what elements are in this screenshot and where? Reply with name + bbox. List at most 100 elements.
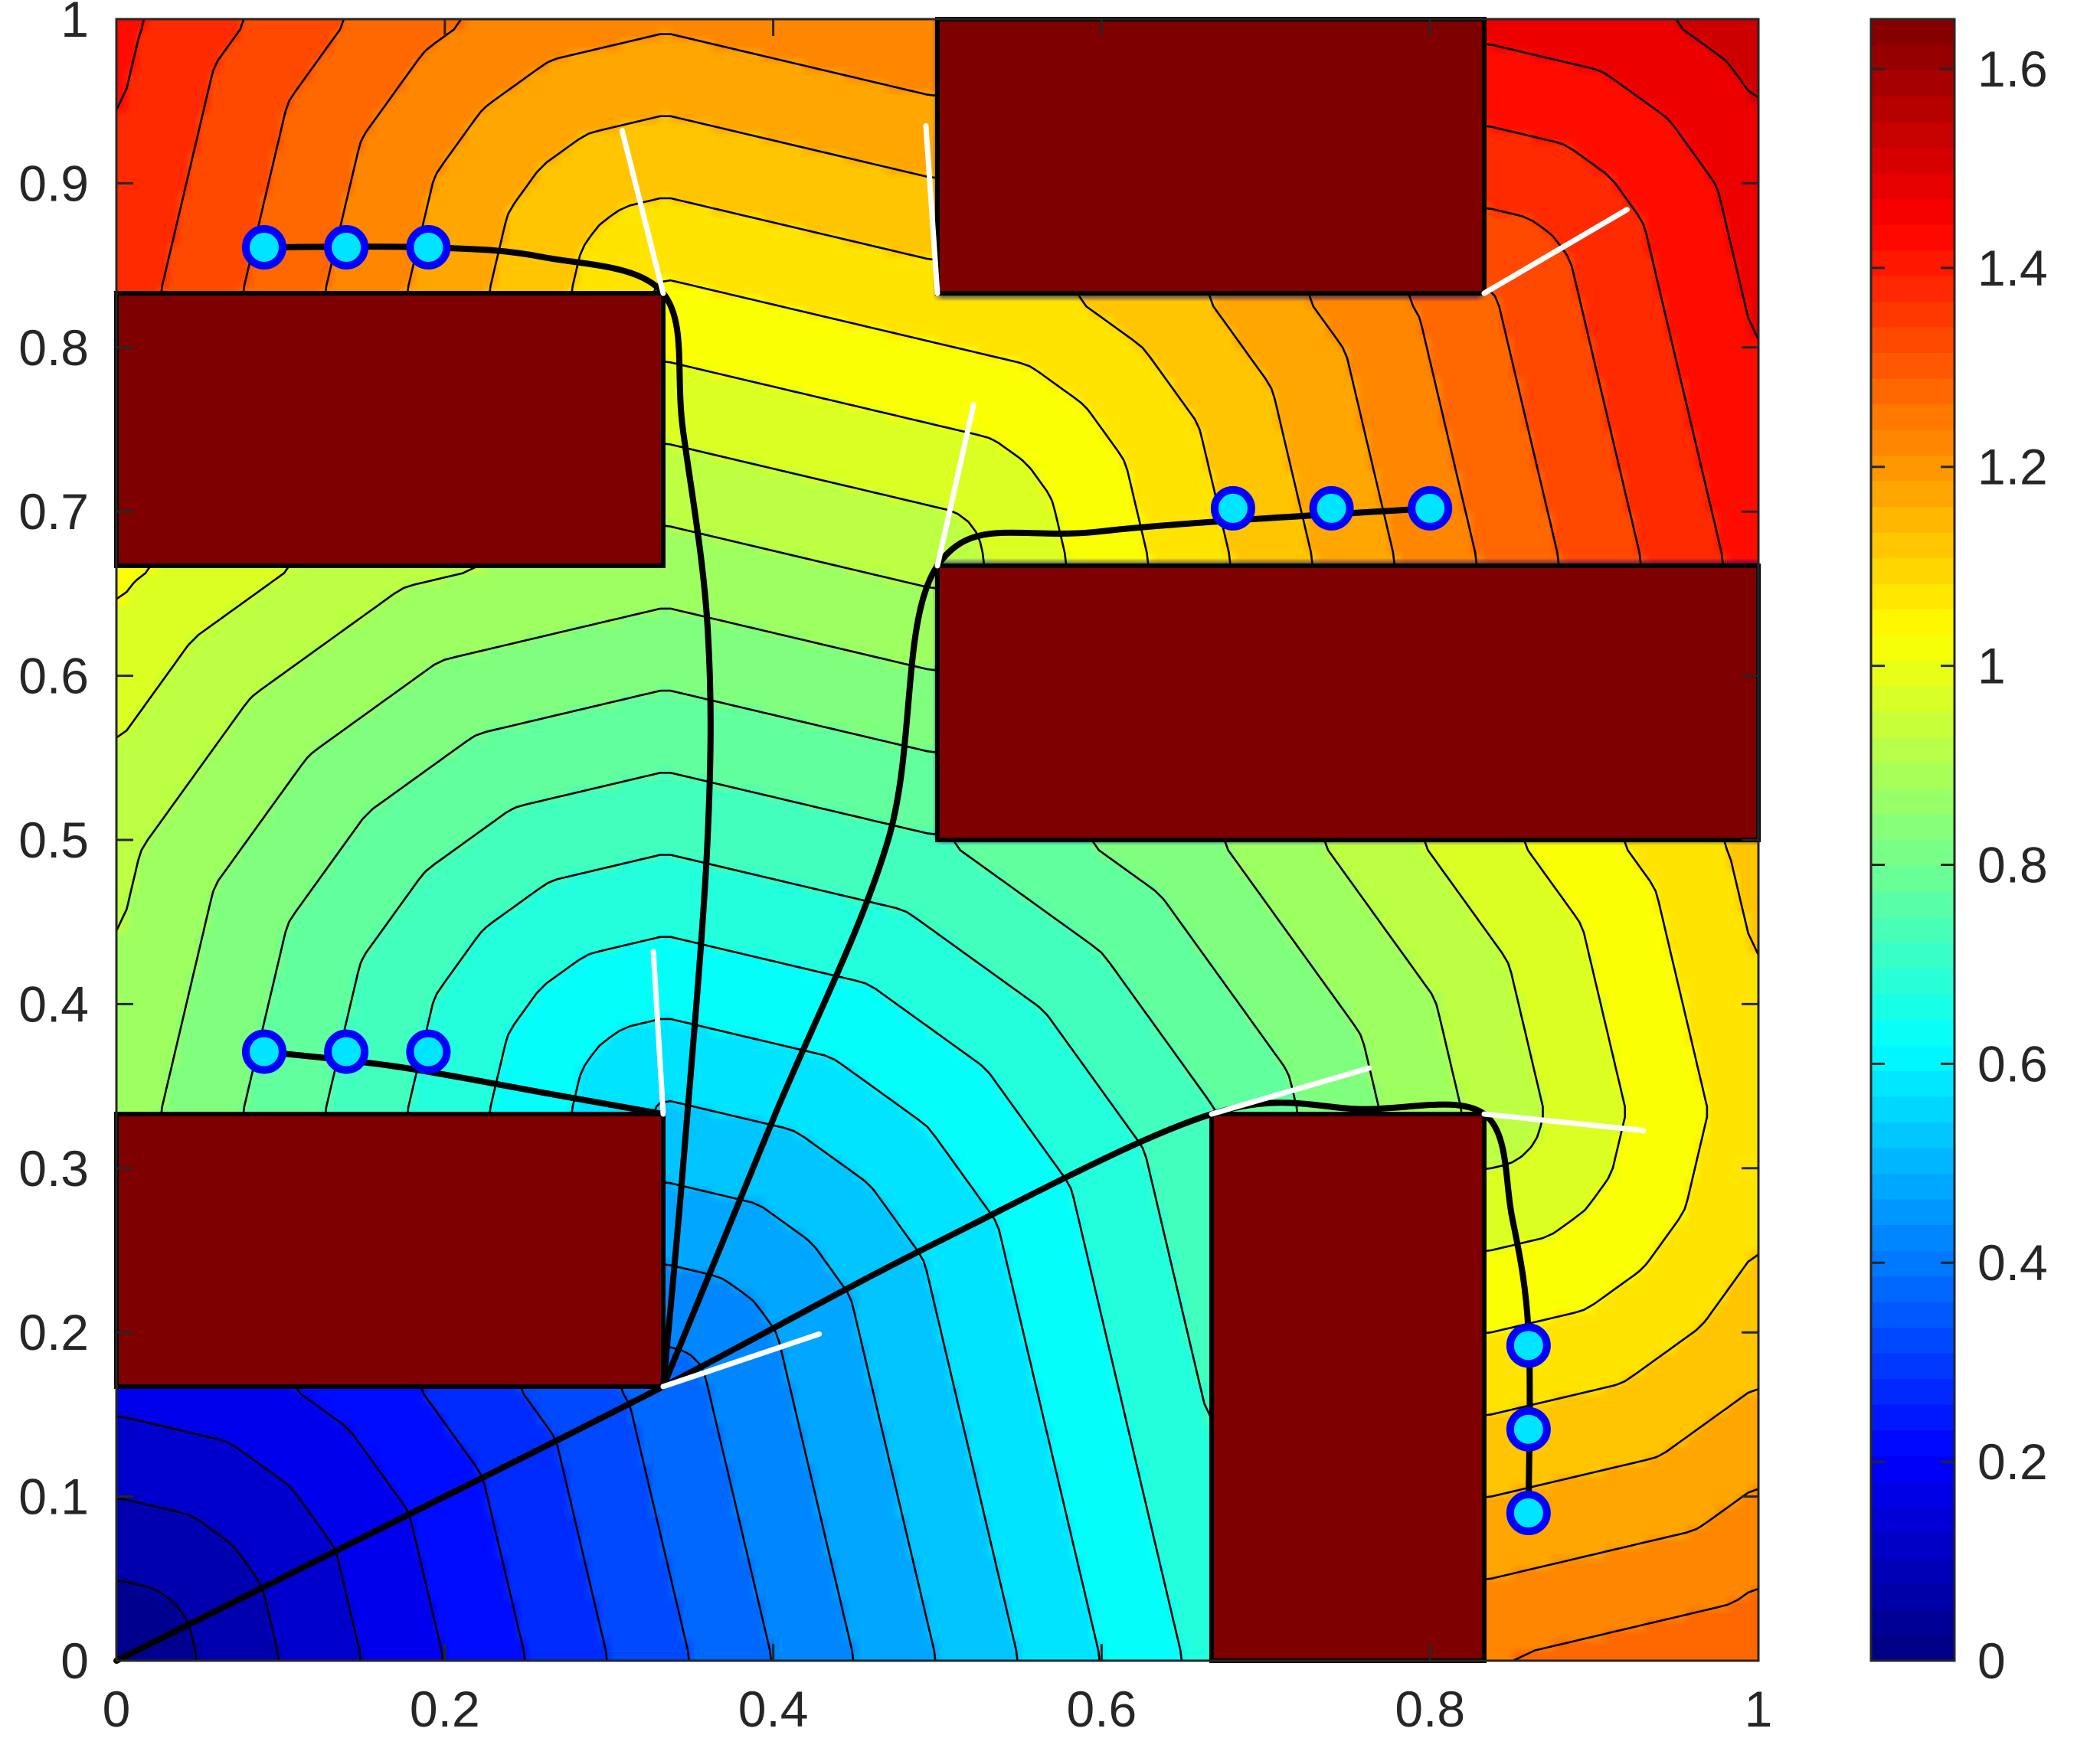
colorbar-band: [1871, 70, 1954, 97]
colorbar-band: [1871, 1070, 1954, 1097]
colorbar-band: [1871, 1096, 1954, 1123]
colorbar-band: [1871, 122, 1954, 149]
x-tick-label: 0.2: [410, 1681, 480, 1737]
white-segment: [1209, 1065, 1372, 1117]
colorbar-band: [1871, 327, 1954, 354]
colorbar-band: [1871, 276, 1954, 302]
x-tick-label: 1: [1745, 1681, 1773, 1737]
start-marker: [1506, 1491, 1551, 1536]
colorbar-band: [1871, 1481, 1954, 1508]
colorbar-band: [1871, 1583, 1954, 1610]
geodesic-path: [260, 1048, 666, 1118]
colorbar-band: [1871, 814, 1954, 841]
colorbar-band: [1871, 378, 1954, 405]
white-segment: [1481, 207, 1630, 296]
start-markers: [241, 225, 1551, 1536]
colorbar-band: [1871, 481, 1954, 508]
colorbar-band: [1871, 198, 1954, 225]
geodesic-paths: [113, 243, 1533, 1664]
colorbar-tick-label: 0.6: [1977, 1035, 2048, 1092]
contour-line: [116, 1498, 280, 1661]
colorbar-tick-label: 1.2: [1977, 439, 2048, 495]
colorbar-ticks: [1871, 67, 1954, 1662]
colorbar-band: [1871, 1609, 1954, 1636]
obstacles: [114, 17, 1761, 1663]
colorbar-band: [1871, 711, 1954, 738]
colorbar-band: [1871, 891, 1954, 918]
colorbar-tick-label: 1.4: [1977, 240, 2048, 296]
colorbar-band: [1871, 224, 1954, 251]
colorbar-band: [1871, 1507, 1954, 1534]
contour-line: [419, 1382, 526, 1661]
colorbar-band: [1871, 1635, 1954, 1661]
colorbar-tick-label: 0.8: [1977, 836, 2048, 893]
colorbar-band: [1871, 1045, 1954, 1072]
start-marker: [406, 225, 451, 270]
colorbar-band: [1871, 789, 1954, 815]
colorbar-tick-label: 0.2: [1977, 1433, 2048, 1490]
white-segment: [923, 123, 940, 296]
colorbar-band: [1871, 1327, 1954, 1354]
colorbar-band: [1871, 1378, 1954, 1405]
colorbar-band: [1871, 301, 1954, 328]
colorbar-band: [1871, 1148, 1954, 1175]
colorbar-band: [1871, 1302, 1954, 1328]
colorbar-band: [1871, 609, 1954, 635]
start-marker: [1506, 1323, 1551, 1368]
colorbar-band: [1871, 352, 1954, 379]
contour-line: [116, 19, 1724, 564]
colorbar-band: [1871, 44, 1954, 71]
colorbar-band: [1871, 532, 1954, 559]
colorbar-band: [1871, 1558, 1954, 1585]
colorbar-band: [1871, 1532, 1954, 1559]
start-marker: [324, 225, 369, 270]
white-segment: [650, 949, 666, 1117]
colorbar-band: [1871, 1250, 1954, 1277]
start-marker: [241, 225, 286, 270]
y-tick-label: 0.7: [18, 483, 89, 540]
white-segment: [1481, 1111, 1647, 1133]
y-tick-label: 0.9: [18, 155, 89, 211]
colorbar-band: [1871, 635, 1954, 662]
contour-line: [116, 1415, 362, 1661]
colorbar-band: [1871, 1122, 1954, 1148]
start-marker: [1309, 485, 1354, 531]
y-tick-label: 0.3: [18, 1140, 89, 1197]
contour-line: [518, 1382, 608, 1661]
start-marker: [1506, 1407, 1551, 1452]
obstacle: [935, 17, 1487, 296]
colorbar-tick-label: 0: [1977, 1632, 2006, 1689]
y-tick-label: 1: [61, 0, 89, 47]
start-marker: [324, 1029, 369, 1074]
contour-line: [659, 1181, 937, 1661]
obstacle: [114, 1112, 666, 1389]
colorbar-band: [1871, 583, 1954, 610]
obstacle: [114, 291, 666, 568]
x-tick-label: 0.6: [1067, 1681, 1137, 1737]
contour-line: [659, 1344, 773, 1661]
geodesic-path: [659, 505, 1434, 1390]
colorbar-band: [1871, 1276, 1954, 1302]
colorbar-band: [1871, 96, 1954, 123]
colorbar-tick-label: 0.4: [1977, 1234, 2048, 1291]
y-tick-label: 0.1: [18, 1469, 89, 1525]
colorbar-band: [1871, 660, 1954, 687]
colorbar-band: [1871, 147, 1954, 174]
y-tick-labels: 0 0.1 0.2 0.3 0.4 0.5 0.6 0.7 0.8 0.9 1: [18, 0, 89, 1689]
white-segments: [619, 123, 1647, 1390]
geodesic-path: [113, 1099, 1533, 1664]
colorbar-band: [1871, 865, 1954, 892]
colorbar-band: [1871, 916, 1954, 943]
colorbar-band: [1871, 250, 1954, 276]
y-tick-label: 0.2: [18, 1304, 89, 1361]
start-marker: [1210, 485, 1255, 531]
white-segment: [660, 1331, 823, 1390]
white-segment: [619, 128, 666, 296]
start-marker: [241, 1029, 286, 1074]
colorbar-band: [1871, 840, 1954, 867]
colorbar-band: [1871, 430, 1954, 456]
y-tick-label: 0.4: [18, 975, 89, 1032]
white-segment: [934, 402, 976, 569]
y-tick-label: 0.6: [18, 648, 89, 704]
